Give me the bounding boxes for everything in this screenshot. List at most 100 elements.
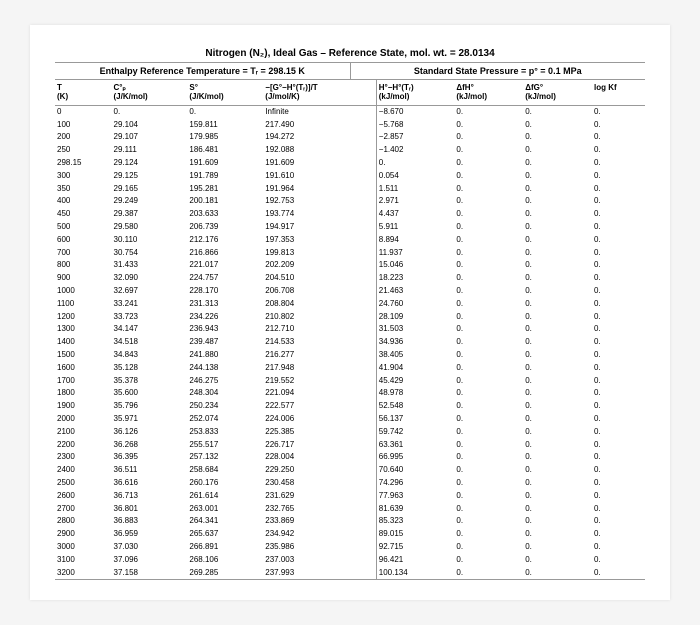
- table-cell: 255.517: [187, 439, 263, 452]
- table-cell: 0.: [592, 515, 645, 528]
- table-cell: 250: [55, 144, 112, 157]
- table-cell: 206.708: [263, 285, 376, 298]
- table-cell: 66.995: [376, 451, 454, 464]
- table-row: 220036.268255.517226.71763.3610.0.0.: [55, 439, 645, 452]
- table-cell: 268.106: [187, 554, 263, 567]
- table-cell: 0.: [454, 490, 523, 503]
- table-cell: 239.487: [187, 336, 263, 349]
- table-cell: 0.: [523, 426, 592, 439]
- table-cell: 0.: [112, 105, 188, 118]
- table-cell: 2000: [55, 413, 112, 426]
- table-row: 80031.433221.017202.20915.0460.0.0.: [55, 259, 645, 272]
- table-cell: 0.: [523, 451, 592, 464]
- table-cell: 0.: [523, 183, 592, 196]
- table-cell: 29.249: [112, 195, 188, 208]
- table-cell: 208.804: [263, 298, 376, 311]
- table-cell: 33.241: [112, 298, 188, 311]
- table-cell: 192.088: [263, 144, 376, 157]
- table-cell: 300: [55, 170, 112, 183]
- table-cell: 450: [55, 208, 112, 221]
- table-row: 45029.387203.633193.7744.4370.0.0.: [55, 208, 645, 221]
- table-cell: 1.511: [376, 183, 454, 196]
- table-cell: 1600: [55, 362, 112, 375]
- table-row: 100032.697228.170206.70821.4630.0.0.: [55, 285, 645, 298]
- table-cell: 0.: [523, 375, 592, 388]
- table-cell: 2100: [55, 426, 112, 439]
- table-cell: 350: [55, 183, 112, 196]
- table-cell: 0.: [523, 221, 592, 234]
- table-row: 60030.110212.176197.3538.8940.0.0.: [55, 234, 645, 247]
- table-row: 300037.030266.891235.98692.7150.0.0.: [55, 541, 645, 554]
- table-cell: 0.: [454, 541, 523, 554]
- table-cell: 217.490: [263, 119, 376, 132]
- table-cell: 2.971: [376, 195, 454, 208]
- table-cell: 0.: [523, 528, 592, 541]
- table-cell: 0.: [523, 285, 592, 298]
- table-cell: −1.402: [376, 144, 454, 157]
- table-cell: 29.580: [112, 221, 188, 234]
- table-cell: 500: [55, 221, 112, 234]
- subheader-row: Enthalpy Reference Temperature = Tᵣ = 29…: [55, 63, 645, 80]
- table-cell: 0.: [523, 567, 592, 580]
- table-cell: 233.869: [263, 515, 376, 528]
- table-cell: 0.: [592, 285, 645, 298]
- table-cell: 204.510: [263, 272, 376, 285]
- table-cell: 100: [55, 119, 112, 132]
- table-cell: 0.: [523, 119, 592, 132]
- table-cell: 2300: [55, 451, 112, 464]
- col-T: T(K): [55, 80, 112, 106]
- table-cell: 0.: [523, 349, 592, 362]
- col-HH: H°−H°(Tᵣ)(kJ/mol): [376, 80, 454, 106]
- table-cell: 33.723: [112, 311, 188, 324]
- table-cell: 0.: [454, 208, 523, 221]
- table-cell: 0.: [523, 400, 592, 413]
- table-cell: 252.074: [187, 413, 263, 426]
- table-cell: 222.577: [263, 400, 376, 413]
- table-cell: 241.880: [187, 349, 263, 362]
- table-cell: 34.843: [112, 349, 188, 362]
- table-cell: 8.894: [376, 234, 454, 247]
- table-cell: 89.015: [376, 528, 454, 541]
- page-container: Nitrogen (N₂), Ideal Gas – Reference Sta…: [30, 25, 670, 601]
- table-cell: −8.670: [376, 105, 454, 118]
- table-cell: 212.176: [187, 234, 263, 247]
- table-cell: 35.971: [112, 413, 188, 426]
- table-cell: 1200: [55, 311, 112, 324]
- table-cell: 0.: [454, 131, 523, 144]
- table-cell: 253.833: [187, 426, 263, 439]
- table-cell: 30.754: [112, 247, 188, 260]
- table-cell: 224.006: [263, 413, 376, 426]
- table-cell: 179.985: [187, 131, 263, 144]
- table-cell: 0: [55, 105, 112, 118]
- table-cell: 3100: [55, 554, 112, 567]
- table-cell: 0.: [592, 298, 645, 311]
- table-row: 200035.971252.074224.00656.1370.0.0.: [55, 413, 645, 426]
- header-row: T(K) C°ₚ(J/K/mol) S°(J/K/mol) −[G°−H°(Tᵣ…: [55, 80, 645, 106]
- table-body: 00.0.Infinite−8.6700.0.0.10029.104159.81…: [55, 105, 645, 579]
- table-row: 150034.843241.880216.27738.4050.0.0.: [55, 349, 645, 362]
- table-cell: 32.697: [112, 285, 188, 298]
- table-cell: 52.548: [376, 400, 454, 413]
- table-row: 50029.580206.739194.9175.9110.0.0.: [55, 221, 645, 234]
- table-cell: 0.: [523, 105, 592, 118]
- table-cell: 231.629: [263, 490, 376, 503]
- table-cell: 0.: [523, 477, 592, 490]
- table-cell: 1000: [55, 285, 112, 298]
- table-cell: 85.323: [376, 515, 454, 528]
- table-cell: 0.: [454, 105, 523, 118]
- table-cell: 0.: [523, 195, 592, 208]
- table-cell: 257.132: [187, 451, 263, 464]
- table-cell: 234.942: [263, 528, 376, 541]
- table-cell: 0.: [523, 208, 592, 221]
- table-cell: 31.433: [112, 259, 188, 272]
- table-cell: 0.: [454, 144, 523, 157]
- table-row: 260036.713261.614231.62977.9630.0.0.: [55, 490, 645, 503]
- table-row: 160035.128244.138217.94841.9040.0.0.: [55, 362, 645, 375]
- table-cell: 0.: [592, 439, 645, 452]
- table-cell: 1700: [55, 375, 112, 388]
- table-cell: 0.: [592, 567, 645, 580]
- table-cell: 18.223: [376, 272, 454, 285]
- table-cell: 34.936: [376, 336, 454, 349]
- table-cell: 36.511: [112, 464, 188, 477]
- table-cell: 228.004: [263, 451, 376, 464]
